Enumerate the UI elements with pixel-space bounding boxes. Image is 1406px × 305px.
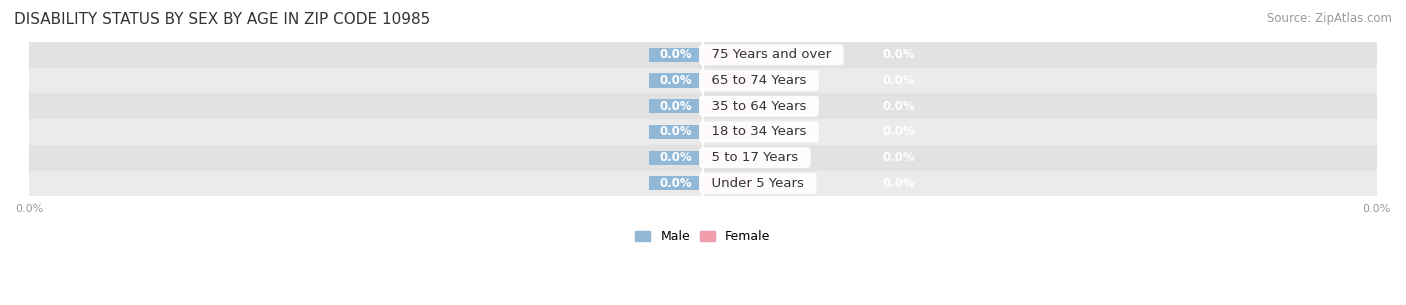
Text: 5 to 17 Years: 5 to 17 Years [703,151,807,164]
Bar [703,151,756,165]
Bar [650,74,703,88]
Text: 0.0%: 0.0% [659,74,692,87]
Text: 0.0%: 0.0% [882,48,915,61]
Bar [650,99,703,113]
Bar [703,99,756,113]
Text: 0.0%: 0.0% [659,125,692,138]
Text: 65 to 74 Years: 65 to 74 Years [703,74,815,87]
Text: 0.0%: 0.0% [659,177,692,190]
Bar [650,48,703,62]
Bar [30,145,1376,170]
Bar [30,42,1376,68]
Text: 35 to 64 Years: 35 to 64 Years [703,100,815,113]
Text: Source: ZipAtlas.com: Source: ZipAtlas.com [1267,12,1392,25]
Text: 0.0%: 0.0% [882,151,915,164]
Text: 18 to 34 Years: 18 to 34 Years [703,125,815,138]
Bar [650,125,703,139]
Bar [30,93,1376,119]
Bar [650,151,703,165]
Text: DISABILITY STATUS BY SEX BY AGE IN ZIP CODE 10985: DISABILITY STATUS BY SEX BY AGE IN ZIP C… [14,12,430,27]
Text: 0.0%: 0.0% [659,48,692,61]
Bar [703,125,756,139]
Bar [703,176,756,190]
Legend: Male, Female: Male, Female [630,225,776,248]
Text: 0.0%: 0.0% [882,177,915,190]
Text: 0.0%: 0.0% [882,100,915,113]
Bar [650,176,703,190]
Text: 0.0%: 0.0% [882,74,915,87]
Text: Under 5 Years: Under 5 Years [703,177,813,190]
Bar [30,170,1376,196]
Text: 75 Years and over: 75 Years and over [703,48,839,61]
Bar [30,68,1376,93]
Text: 0.0%: 0.0% [659,151,692,164]
Text: 0.0%: 0.0% [659,100,692,113]
Bar [703,74,756,88]
Bar [703,48,756,62]
Text: 0.0%: 0.0% [882,125,915,138]
Bar [30,119,1376,145]
